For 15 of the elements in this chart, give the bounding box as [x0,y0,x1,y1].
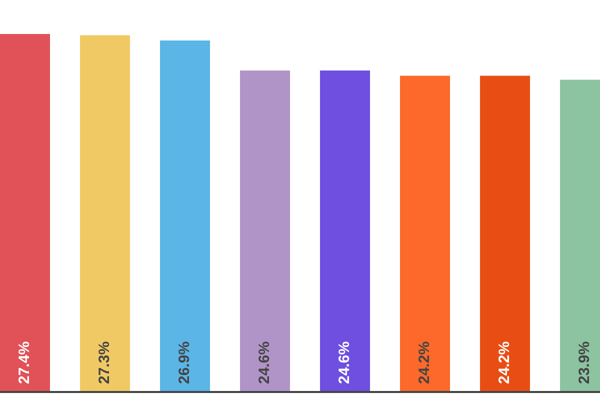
data-label: 27.3% [96,341,114,384]
bar [80,35,130,392]
bar [480,76,530,392]
data-label: 24.2% [496,341,514,384]
bar [400,76,450,392]
data-label: 24.2% [416,341,434,384]
bar [240,70,290,392]
bar [0,34,50,392]
data-label: 23.9% [576,341,594,384]
data-label: 27.4% [16,341,34,384]
bar [320,70,370,392]
data-label: 24.6% [256,341,274,384]
data-label: 26.9% [176,341,194,384]
bar [160,40,210,392]
data-label: 24.6% [336,341,354,384]
